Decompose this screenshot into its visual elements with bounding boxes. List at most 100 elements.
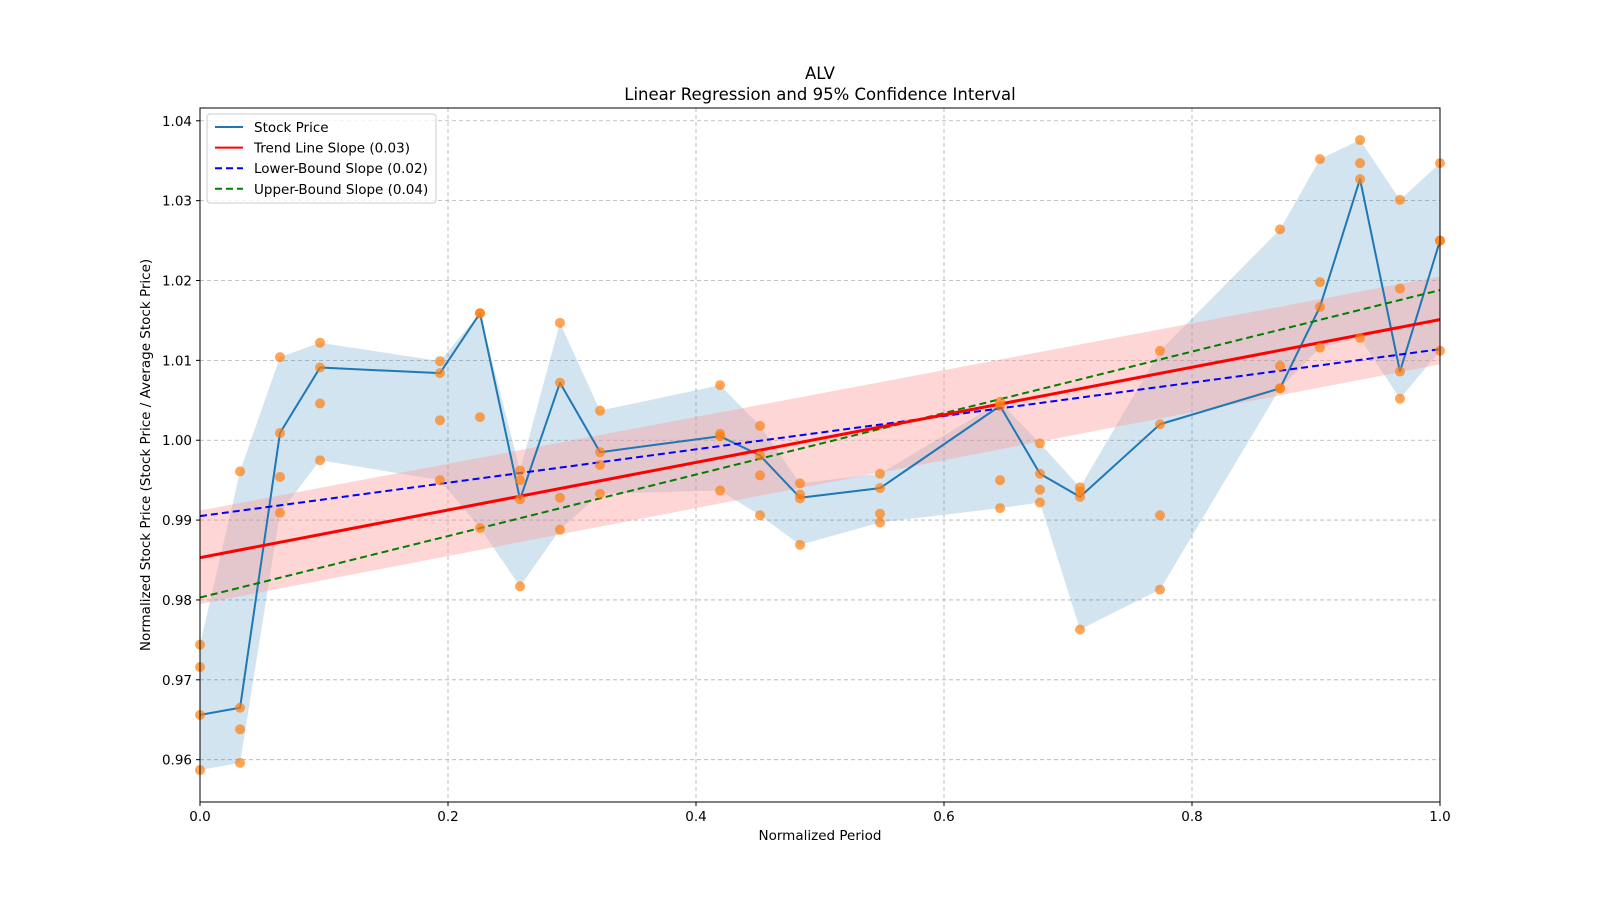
- y-tick-label: 0.97: [162, 673, 192, 689]
- scatter-point: [595, 405, 606, 416]
- scatter-point: [715, 380, 726, 391]
- chart-subtitle: Linear Regression and 95% Confidence Int…: [624, 85, 1015, 104]
- scatter-point: [1355, 333, 1366, 344]
- scatter-point: [235, 724, 246, 735]
- scatter-point: [995, 475, 1006, 486]
- scatter-point: [595, 459, 606, 470]
- scatter-point: [1075, 624, 1086, 635]
- scatter-point: [875, 517, 886, 528]
- scatter-point: [515, 581, 526, 592]
- legend-box: [206, 113, 437, 204]
- scatter-point: [235, 702, 246, 713]
- series-lines: [200, 178, 1440, 716]
- x-tick-label: 1.0: [1429, 809, 1450, 825]
- y-tick-label: 0.98: [162, 593, 192, 609]
- scatter-point: [754, 470, 765, 481]
- ci-band-area: [200, 276, 1440, 604]
- scatter-point: [474, 523, 485, 534]
- scatter-point: [1314, 154, 1325, 165]
- ticks: 0.0 0.2 0.4 0.6 0.8 1.0 0.96 0.97 0.98 0.99 1.00 1.…: [162, 114, 1451, 825]
- scatter-point: [434, 415, 445, 426]
- scatter-point: [1314, 277, 1325, 288]
- scatter-point: [715, 485, 726, 496]
- scatter-point: [1355, 174, 1366, 185]
- scatter-point: [1355, 158, 1366, 169]
- scatter-point: [875, 508, 886, 519]
- scatter-point: [754, 420, 765, 431]
- scatter-point: [795, 493, 806, 504]
- x-tick-label: 0.2: [437, 809, 458, 825]
- legend-label: Upper-Bound Slope (0.04): [254, 182, 428, 198]
- scatter-point: [235, 757, 246, 768]
- scatter-point: [1275, 224, 1286, 235]
- y-tick-label: 0.96: [162, 753, 192, 769]
- scatter-point: [515, 475, 526, 486]
- axes-frame: [199, 107, 1441, 803]
- scatter-point: [1314, 301, 1325, 312]
- scatter-point: [754, 510, 765, 521]
- scatter-point: [434, 368, 445, 379]
- scatter-point: [515, 494, 526, 505]
- scatter-point: [274, 471, 285, 482]
- y-axis-label: Normalized Stock Price (Stock Price / Av…: [138, 259, 154, 651]
- y-tick-label: 0.99: [162, 513, 192, 529]
- scatter-point: [1034, 484, 1045, 495]
- legend: Stock Price Trend Line Slope (0.03) Lower-…: [206, 113, 437, 204]
- y-tick-label: 1.01: [162, 353, 192, 369]
- scatter-point: [875, 468, 886, 479]
- price-range-band: [200, 139, 1440, 771]
- price-band-area: [200, 139, 1440, 771]
- scatter-points: [195, 134, 1445, 776]
- scatter-point: [795, 478, 806, 489]
- scatter-point: [1155, 345, 1166, 356]
- scatter-point: [554, 317, 565, 328]
- confidence-interval-band: [200, 276, 1440, 604]
- scatter-point: [795, 539, 806, 550]
- scatter-point: [1155, 510, 1166, 521]
- scatter-point: [1394, 283, 1405, 294]
- scatter-point: [235, 466, 246, 477]
- scatter-point: [474, 412, 485, 423]
- scatter-point: [554, 377, 565, 388]
- scatter-point: [1155, 584, 1166, 595]
- scatter-point: [995, 400, 1006, 411]
- scatter-point: [554, 492, 565, 503]
- scatter-point: [315, 455, 326, 466]
- x-tick-label: 0.6: [933, 809, 954, 825]
- scatter-point: [1394, 194, 1405, 205]
- y-tick-label: 1.02: [162, 274, 192, 290]
- scatter-point: [1275, 360, 1286, 371]
- scatter-point: [1314, 342, 1325, 353]
- legend-label: Trend Line Slope (0.03): [253, 141, 410, 157]
- scatter-point: [875, 483, 886, 494]
- y-tick-label: 1.03: [162, 194, 192, 210]
- y-tick-label: 1.00: [162, 433, 192, 449]
- scatter-point: [274, 507, 285, 518]
- scatter-point: [434, 475, 445, 486]
- scatter-point: [434, 356, 445, 367]
- scatter-point: [315, 398, 326, 409]
- scatter-point: [315, 362, 326, 373]
- scatter-point: [595, 447, 606, 458]
- scatter-point: [515, 465, 526, 476]
- trend-line: [200, 318, 1440, 560]
- y-tick-label: 1.04: [162, 114, 192, 130]
- scatter-point: [1275, 383, 1286, 394]
- scatter-point: [315, 337, 326, 348]
- upper-bound-line: [200, 289, 1440, 599]
- scatter-point: [1034, 438, 1045, 449]
- scatter-point: [1394, 366, 1405, 377]
- scatter-point: [1034, 468, 1045, 479]
- scatter-point: [754, 450, 765, 461]
- scatter-point: [715, 431, 726, 442]
- scatter-point: [1394, 393, 1405, 404]
- scatter-point: [474, 308, 485, 319]
- chart-title: ALV: [805, 64, 836, 83]
- x-tick-label: 0.0: [189, 809, 210, 825]
- scatter-point: [995, 503, 1006, 514]
- scatter-point: [595, 488, 606, 499]
- scatter-point: [1355, 134, 1366, 145]
- scatter-point: [274, 428, 285, 439]
- x-axis-label: Normalized Period: [759, 828, 882, 844]
